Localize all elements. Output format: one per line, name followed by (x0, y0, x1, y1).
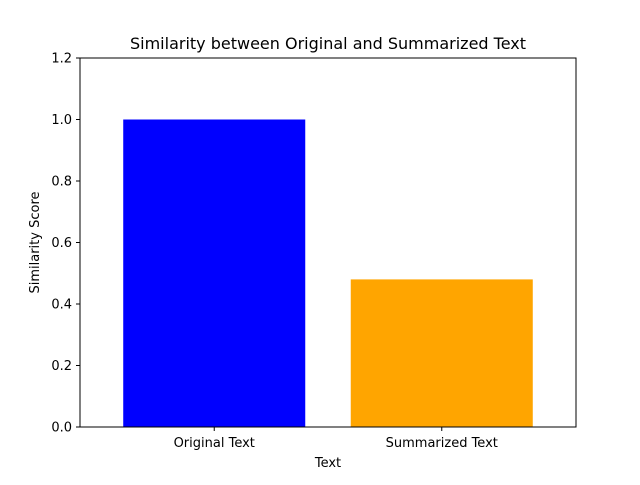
plot-frame (79, 57, 577, 428)
x-tick-label: Summarized Text (386, 436, 498, 451)
x-axis-label: Text (314, 456, 341, 471)
x-tick-label: Original Text (174, 436, 255, 451)
bars-layer (123, 119, 533, 427)
bar-0 (123, 119, 306, 427)
y-tick-label: 1.2 (51, 52, 72, 67)
y-tick-label: 0.6 (51, 236, 72, 251)
y-tick-label: 0.0 (51, 421, 72, 436)
chart-title: Similarity between Original and Summariz… (130, 34, 526, 53)
y-ticks: 0.0 0.2 0.4 0.6 0.8 1.0 1.2 (51, 52, 80, 436)
bar-1 (350, 279, 533, 427)
y-tick-label: 0.2 (51, 359, 72, 374)
x-ticks: Original Text Summarized Text (174, 427, 498, 451)
y-tick-label: 0.8 (51, 175, 72, 190)
y-axis-label: Similarity Score (28, 191, 43, 293)
y-tick-label: 0.4 (51, 298, 72, 313)
y-tick-label: 1.0 (51, 113, 72, 128)
